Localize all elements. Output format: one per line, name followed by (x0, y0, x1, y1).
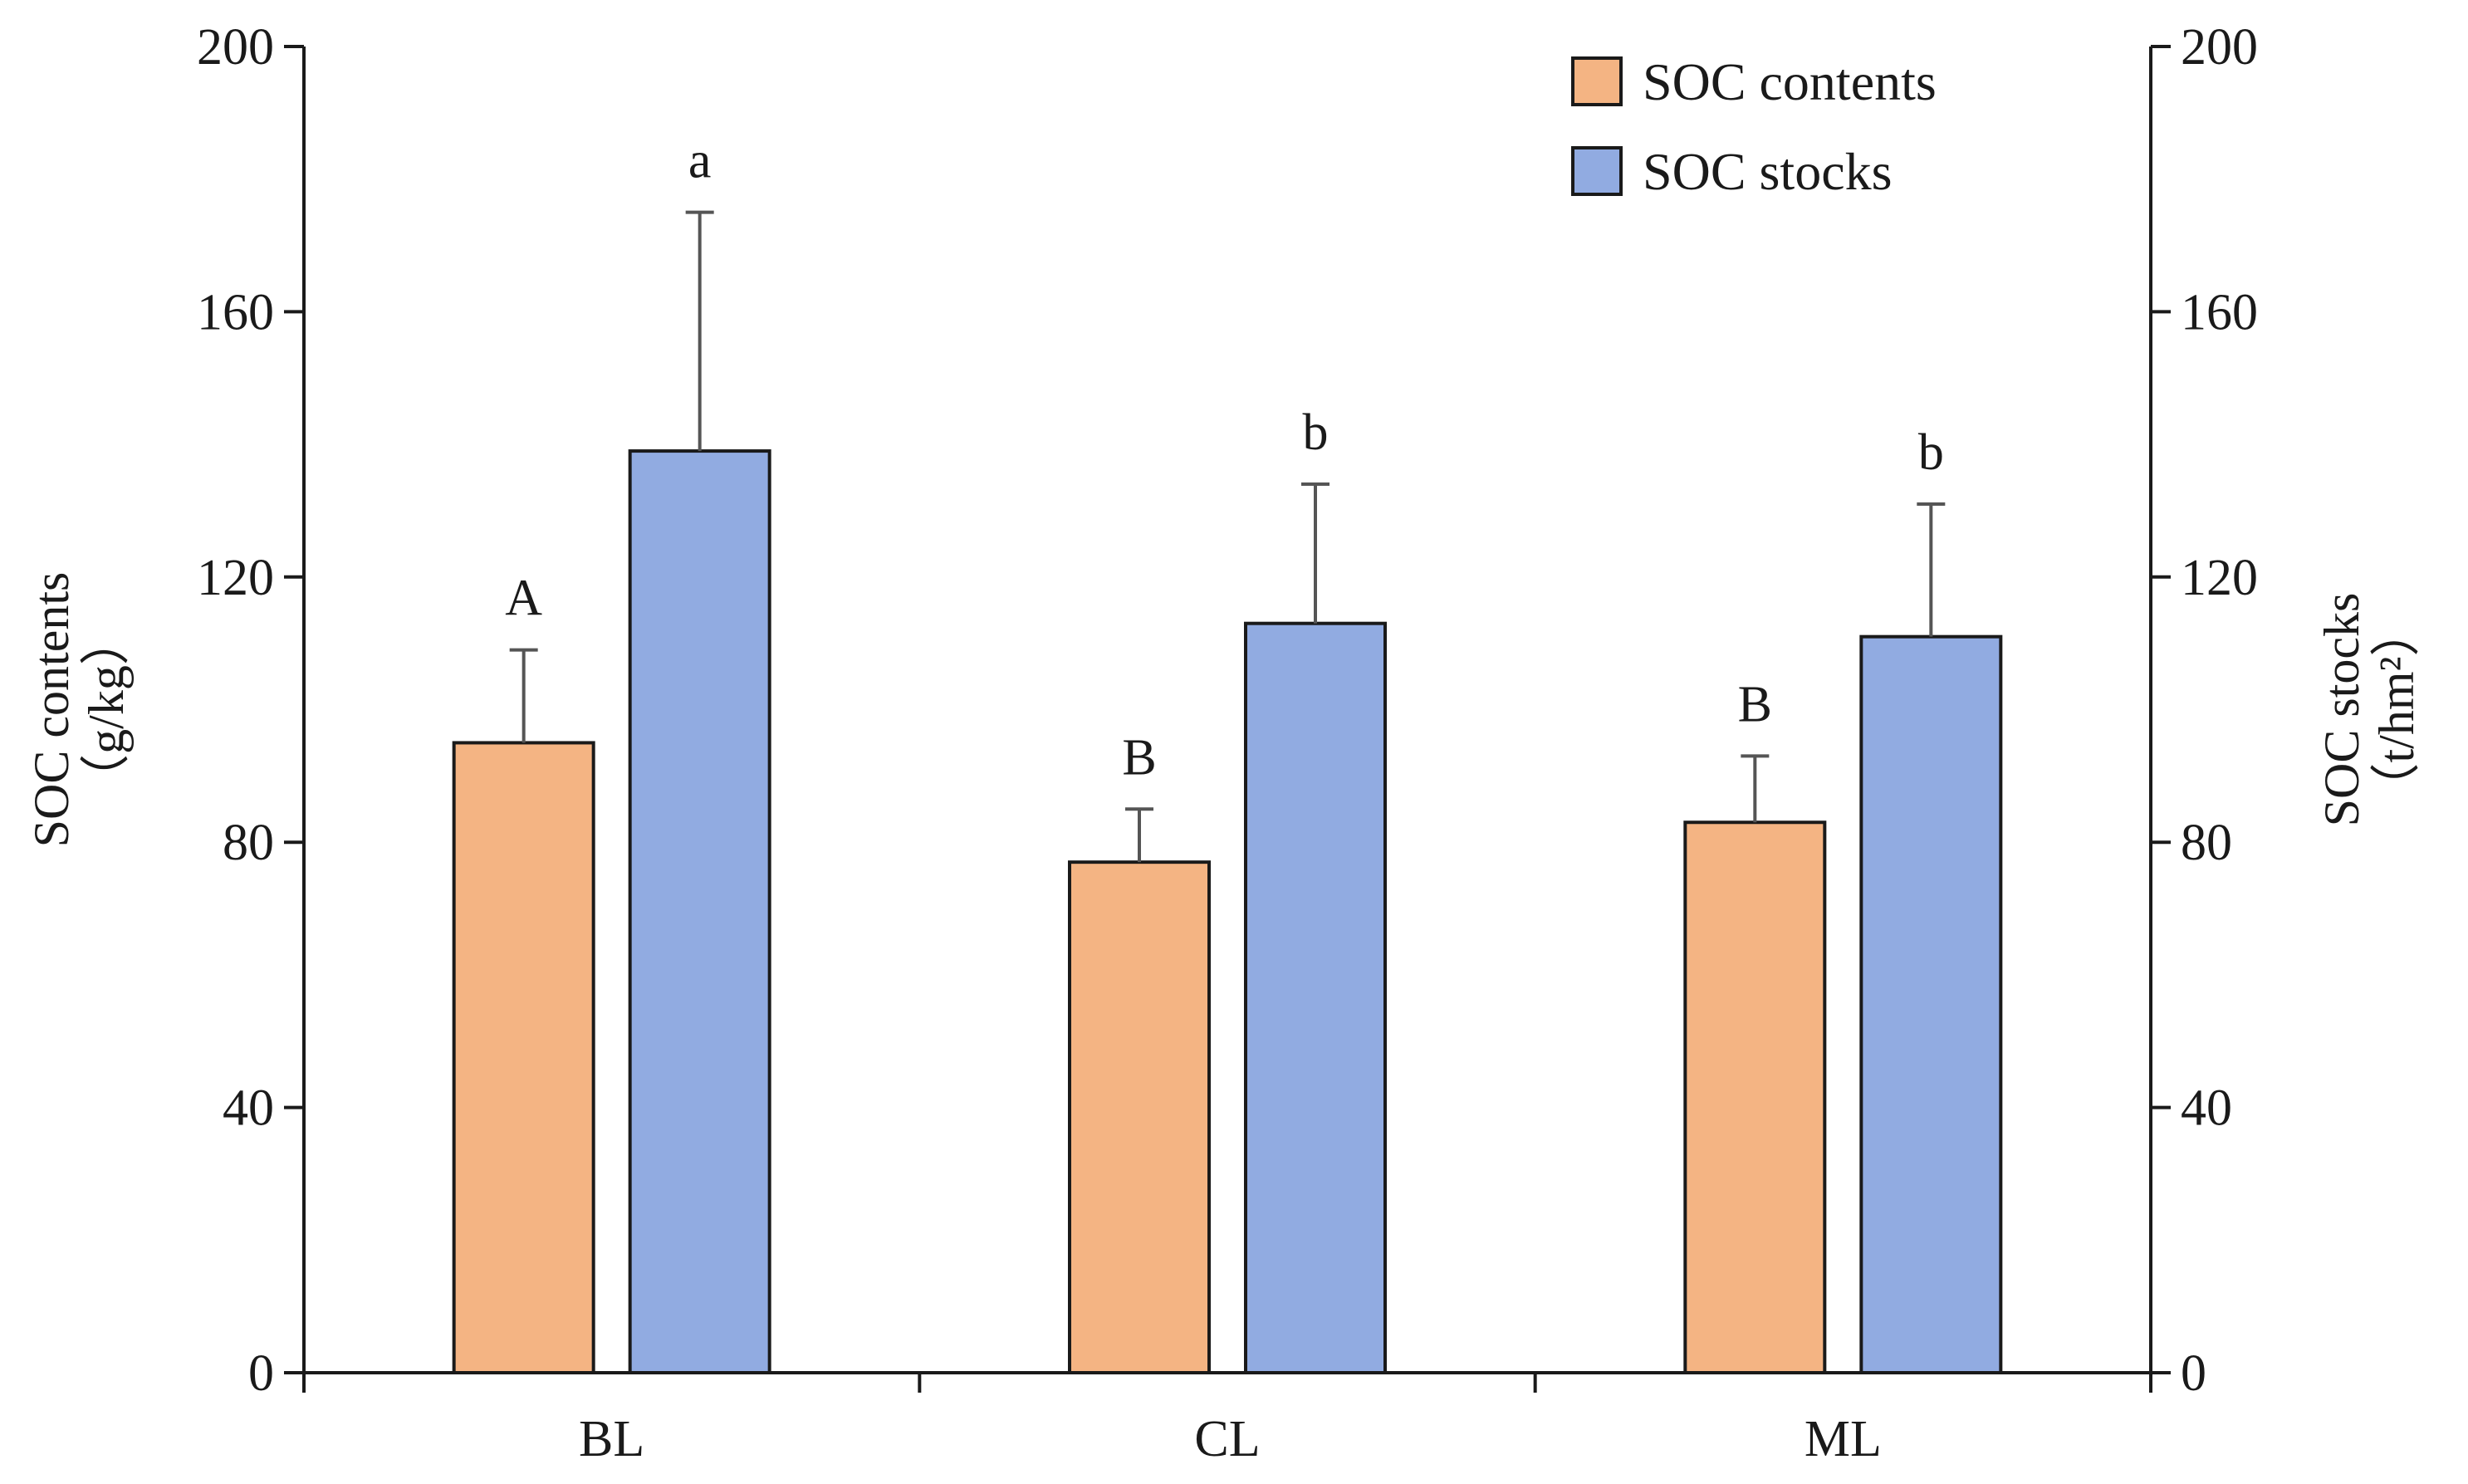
y-right-tick-label: 80 (2181, 815, 2232, 871)
bar-soc-contents-ml (1683, 820, 1827, 1374)
bar-soc-contents-bl (452, 741, 595, 1374)
y-left-tick-label: 120 (197, 550, 274, 606)
x-category-label-ml: ML (1804, 1411, 1882, 1467)
y-axis-right-title-unit: （t/hm²） (2369, 607, 2424, 813)
y-right-tick-label: 120 (2181, 550, 2258, 606)
bar-soc-stocks-bl (628, 449, 771, 1375)
chart-axis-labels: 0 40 80 120 160 200 0 40 80 120 160 200 BL CL ML SOC co… (24, 19, 2424, 1467)
y-right-tick-label: 40 (2181, 1080, 2232, 1137)
significance-letter-soc-stocks-ml: b (1918, 424, 1944, 481)
legend-swatch-soc-contents (1571, 56, 1623, 106)
chart-error-bars (509, 210, 1946, 863)
y-left-tick-label: 200 (197, 19, 274, 76)
bar-soc-stocks-cl (1244, 621, 1387, 1374)
chart-significance-letters: Aa Bb Bb (505, 133, 1944, 786)
y-right-tick-label: 200 (2181, 19, 2258, 76)
legend-label-soc-stocks: SOC stocks (1643, 142, 1893, 201)
y-left-tick-label: 80 (223, 815, 274, 871)
y-axis-left-title-label: SOC contents (24, 572, 79, 848)
y-right-tick-label: 160 (2181, 284, 2258, 340)
y-axis-right-title: SOC stocks（t/hm²） (2314, 593, 2424, 827)
legend-swatch-soc-stocks (1571, 146, 1623, 196)
y-axis-left-title-unit: （g/kg） (79, 615, 134, 804)
y-left-tick-label: 160 (197, 284, 274, 340)
significance-letter-soc-stocks-bl: a (688, 133, 712, 189)
chart-bars (452, 449, 2003, 1375)
significance-letter-soc-contents-ml: B (1738, 676, 1772, 732)
legend-label-soc-contents: SOC contents (1643, 52, 1937, 111)
x-category-label-bl: BL (579, 1411, 644, 1467)
y-right-tick-label: 0 (2181, 1345, 2206, 1402)
y-axis-left-title: SOC contents（g/kg） (24, 572, 134, 848)
bar-soc-contents-cl (1068, 860, 1211, 1374)
significance-letter-soc-stocks-cl: b (1303, 404, 1329, 461)
chart-axes (284, 45, 2171, 1393)
bar-soc-stocks-ml (1859, 634, 2003, 1374)
y-left-tick-label: 0 (248, 1345, 274, 1402)
y-axis-right-title-label: SOC stocks (2314, 593, 2369, 827)
x-category-label-cl: CL (1194, 1411, 1260, 1467)
significance-letter-soc-contents-cl: B (1122, 729, 1156, 786)
y-left-tick-label: 40 (223, 1080, 274, 1137)
chart-legend: SOC contents SOC stocks (1571, 52, 1937, 201)
significance-letter-soc-contents-bl: A (505, 571, 542, 627)
